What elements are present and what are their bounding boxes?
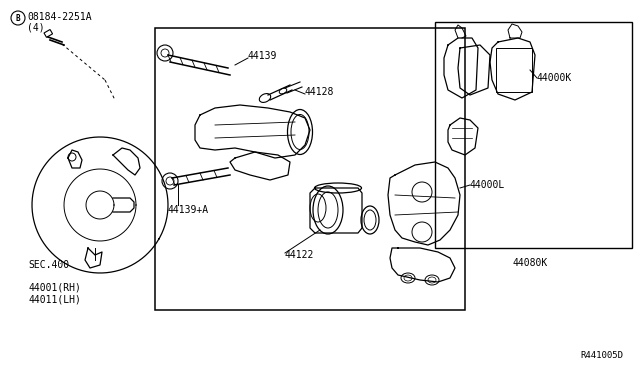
Text: R441005D: R441005D [580,350,623,359]
Bar [155,28,465,310]
Text: 08184-2251A: 08184-2251A [27,12,92,22]
Text: 44001(RH): 44001(RH) [28,282,81,292]
Text: 44122: 44122 [285,250,314,260]
Text: SEC.400: SEC.400 [28,260,69,270]
Text: 44139: 44139 [248,51,277,61]
Text: B: B [16,13,20,22]
Text: 44080K: 44080K [513,258,548,268]
Text: 44011(LH): 44011(LH) [28,294,81,304]
Text: (4): (4) [27,22,45,32]
Text: 44128: 44128 [305,87,334,97]
Bar [496,48,532,92]
Text: 44000K: 44000K [537,73,572,83]
Bar [435,22,632,248]
Bar [44,29,52,37]
Text: 44139+A: 44139+A [168,205,209,215]
Text: 44000L: 44000L [470,180,505,190]
